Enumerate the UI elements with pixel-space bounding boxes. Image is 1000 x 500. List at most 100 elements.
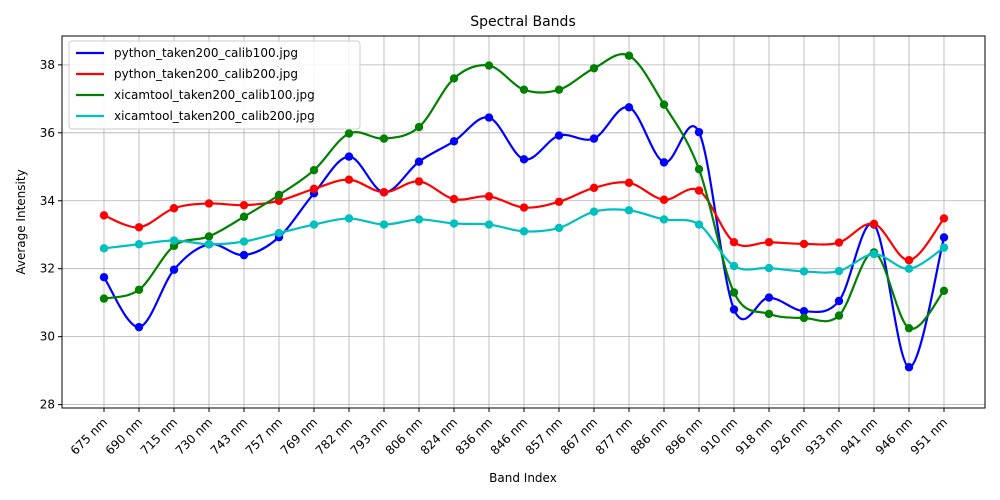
data-point	[694, 186, 704, 195]
data-point	[729, 238, 739, 247]
data-point	[624, 103, 634, 112]
data-point	[519, 85, 529, 94]
data-point	[344, 175, 354, 184]
data-point	[729, 305, 739, 314]
data-point	[904, 256, 914, 265]
data-point	[414, 215, 424, 224]
data-point	[799, 313, 809, 323]
data-point	[414, 177, 424, 186]
data-point	[554, 131, 564, 140]
legend-label: python_taken200_calib200.jpg	[114, 67, 298, 81]
data-point	[834, 296, 844, 306]
y-axis-title: Average Intensity	[14, 169, 28, 274]
data-point	[99, 273, 109, 282]
legend-label: python_taken200_calib100.jpg	[114, 46, 298, 60]
data-point	[764, 238, 774, 247]
data-point	[274, 190, 284, 200]
data-point	[169, 236, 179, 245]
series-group	[99, 206, 949, 276]
data-point	[764, 293, 774, 302]
data-point	[449, 137, 459, 146]
data-point	[449, 194, 459, 204]
data-point	[834, 266, 844, 276]
data-point	[519, 155, 529, 164]
legend-entries: python_taken200_calib100.jpg python_taken…	[76, 46, 315, 123]
data-point	[414, 157, 424, 166]
data-point	[239, 250, 249, 260]
data-point	[449, 219, 459, 228]
data-point	[939, 286, 949, 295]
data-point	[134, 285, 144, 294]
data-point	[309, 165, 319, 175]
data-point	[344, 214, 354, 223]
data-point	[554, 223, 564, 233]
data-point	[169, 265, 179, 274]
data-point	[589, 183, 599, 193]
data-point	[939, 233, 949, 242]
y-tick-label: 34	[40, 194, 55, 208]
data-point	[589, 207, 599, 216]
data-point	[834, 311, 844, 320]
data-point	[519, 203, 529, 212]
data-point	[799, 306, 809, 316]
data-point	[624, 206, 634, 215]
data-point	[204, 199, 214, 208]
data-point	[239, 212, 249, 221]
data-point	[904, 363, 914, 372]
series-group	[99, 103, 949, 372]
data-point	[589, 134, 599, 143]
data-point	[659, 158, 669, 167]
data-point	[134, 223, 144, 232]
series-layer	[99, 51, 949, 372]
data-point	[729, 288, 739, 297]
data-point	[554, 197, 564, 206]
data-point	[869, 249, 879, 259]
legend-label: xicamtool_taken200_calib100.jpg	[114, 88, 315, 102]
data-point	[799, 267, 809, 276]
data-point	[484, 113, 494, 122]
data-point	[239, 200, 249, 210]
data-point	[274, 196, 284, 205]
series-group	[99, 51, 949, 333]
data-point	[99, 294, 109, 303]
data-point	[204, 240, 214, 249]
data-point	[309, 184, 319, 194]
data-point	[484, 192, 494, 201]
data-point	[939, 214, 949, 223]
data-point	[519, 227, 529, 236]
data-point	[589, 64, 599, 73]
data-point	[694, 127, 704, 137]
data-point	[239, 237, 249, 246]
data-point	[904, 264, 914, 273]
data-point	[834, 238, 844, 247]
data-point	[659, 195, 669, 204]
data-point	[274, 228, 284, 238]
data-point	[869, 219, 879, 229]
data-point	[624, 51, 634, 60]
chart-title: Spectral Bands	[470, 14, 576, 30]
data-point	[379, 220, 389, 229]
x-axis-title: Band Index	[489, 471, 557, 485]
data-point	[904, 323, 914, 333]
y-tick-label: 36	[40, 126, 55, 140]
y-tick-label: 30	[40, 330, 55, 344]
series-group	[99, 175, 949, 265]
data-point	[694, 220, 704, 229]
data-point	[729, 261, 739, 271]
data-point	[484, 61, 494, 70]
data-point	[414, 122, 424, 132]
data-point	[764, 263, 774, 273]
legend-box	[68, 40, 361, 130]
data-point	[379, 134, 389, 143]
data-point	[554, 85, 564, 94]
data-point	[484, 220, 494, 229]
data-point	[624, 178, 634, 187]
data-point	[799, 239, 809, 249]
data-point	[764, 309, 774, 319]
data-point	[134, 322, 144, 332]
data-point	[939, 243, 949, 252]
y-tick-label: 32	[40, 262, 55, 276]
data-point	[204, 232, 214, 241]
legend: python_taken200_calib100.jpg python_taken…	[68, 40, 361, 130]
y-tick-label: 28	[40, 398, 55, 412]
